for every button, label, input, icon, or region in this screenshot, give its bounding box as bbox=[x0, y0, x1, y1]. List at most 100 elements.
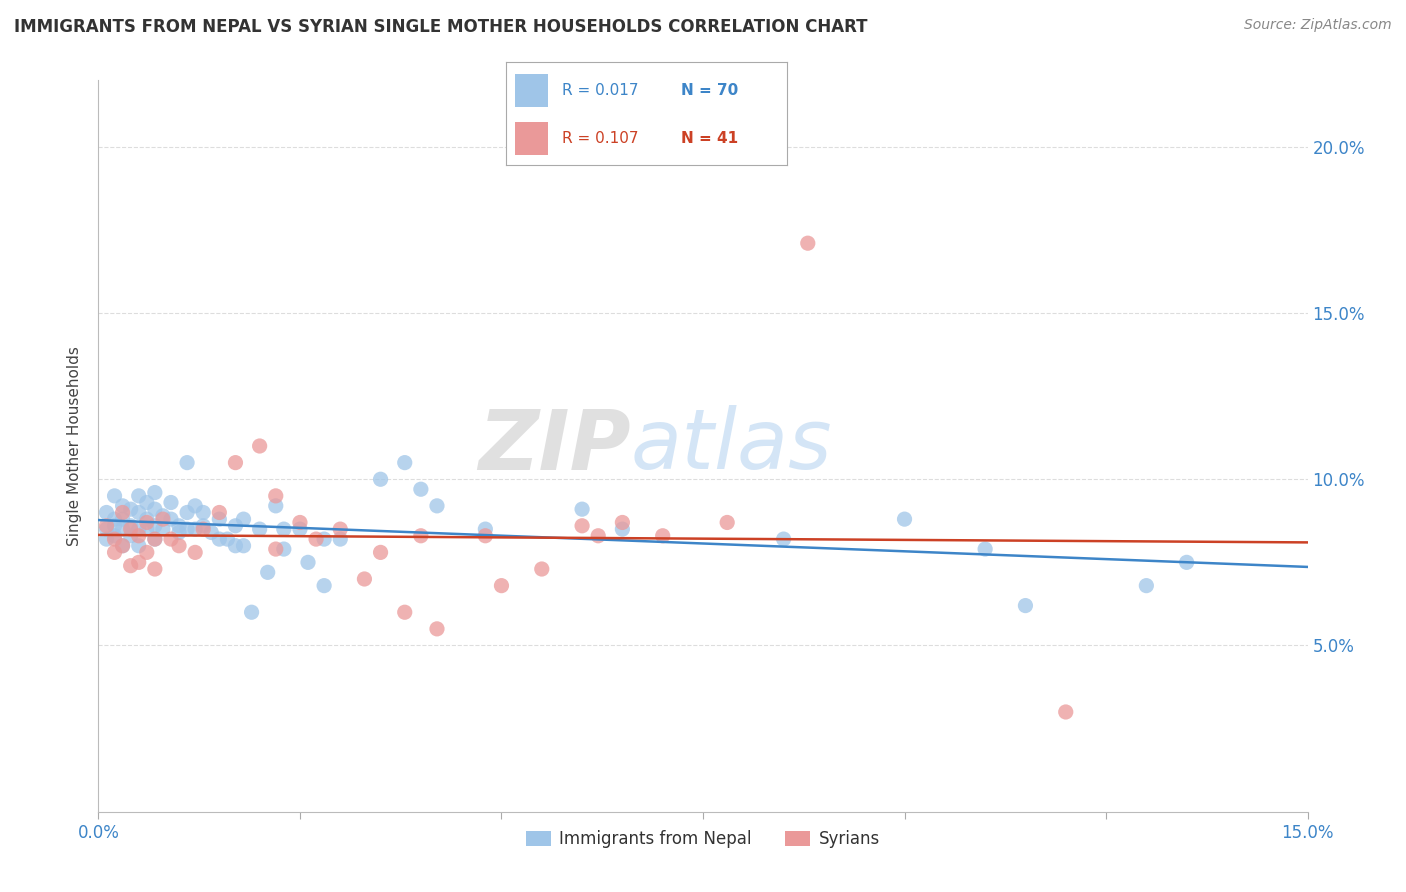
Point bbox=[394, 456, 416, 470]
Point bbox=[96, 518, 118, 533]
Point bbox=[184, 545, 207, 559]
Point bbox=[128, 539, 150, 553]
Point bbox=[288, 516, 311, 530]
Text: ZIP: ZIP bbox=[478, 406, 630, 486]
Point bbox=[128, 506, 150, 520]
Point bbox=[120, 529, 142, 543]
Point bbox=[135, 522, 157, 536]
Point bbox=[128, 489, 150, 503]
Text: R = 0.107: R = 0.107 bbox=[562, 131, 638, 146]
Text: R = 0.017: R = 0.017 bbox=[562, 83, 638, 97]
Point bbox=[103, 545, 125, 559]
Point bbox=[184, 499, 207, 513]
Point bbox=[193, 518, 215, 533]
Point bbox=[200, 525, 222, 540]
Point bbox=[1135, 579, 1157, 593]
Point bbox=[1175, 555, 1198, 569]
Point bbox=[530, 562, 553, 576]
Text: atlas: atlas bbox=[630, 406, 832, 486]
Point bbox=[797, 236, 820, 251]
Point bbox=[249, 439, 271, 453]
Point bbox=[135, 495, 157, 509]
Point bbox=[135, 516, 157, 530]
Point bbox=[128, 522, 150, 536]
Point bbox=[103, 518, 125, 533]
Point bbox=[224, 456, 246, 470]
Point bbox=[571, 518, 593, 533]
Point bbox=[249, 522, 271, 536]
Point bbox=[264, 499, 287, 513]
Point bbox=[176, 456, 198, 470]
Point bbox=[586, 529, 609, 543]
Point bbox=[111, 512, 134, 526]
Point bbox=[193, 506, 215, 520]
Point bbox=[103, 532, 125, 546]
Point bbox=[120, 518, 142, 533]
Point bbox=[893, 512, 915, 526]
Point bbox=[264, 542, 287, 557]
Point bbox=[111, 499, 134, 513]
Point bbox=[143, 562, 166, 576]
Point bbox=[208, 512, 231, 526]
Point bbox=[370, 545, 392, 559]
Bar bbox=[515, 74, 548, 106]
Text: N = 70: N = 70 bbox=[681, 83, 738, 97]
Point bbox=[305, 532, 328, 546]
Point bbox=[329, 522, 352, 536]
Point bbox=[152, 508, 174, 523]
Point bbox=[135, 545, 157, 559]
Point bbox=[409, 482, 432, 496]
Point bbox=[143, 532, 166, 546]
Point bbox=[240, 605, 263, 619]
Point bbox=[96, 532, 118, 546]
Point bbox=[176, 522, 198, 536]
Point bbox=[208, 532, 231, 546]
Y-axis label: Single Mother Households: Single Mother Households bbox=[67, 346, 83, 546]
Point bbox=[193, 522, 215, 536]
Point bbox=[111, 539, 134, 553]
Text: IMMIGRANTS FROM NEPAL VS SYRIAN SINGLE MOTHER HOUSEHOLDS CORRELATION CHART: IMMIGRANTS FROM NEPAL VS SYRIAN SINGLE M… bbox=[14, 18, 868, 36]
Point bbox=[167, 525, 190, 540]
Point bbox=[256, 566, 278, 580]
Point bbox=[120, 502, 142, 516]
Point bbox=[288, 522, 311, 536]
Point bbox=[329, 532, 352, 546]
Point bbox=[143, 532, 166, 546]
Point bbox=[160, 495, 183, 509]
Point bbox=[160, 512, 183, 526]
Point bbox=[128, 555, 150, 569]
Point bbox=[314, 579, 336, 593]
Point bbox=[224, 539, 246, 553]
Point bbox=[111, 539, 134, 553]
Point bbox=[103, 512, 125, 526]
Point bbox=[224, 518, 246, 533]
Point bbox=[111, 522, 134, 536]
Point bbox=[474, 522, 496, 536]
Point bbox=[474, 529, 496, 543]
Point bbox=[120, 558, 142, 573]
Point bbox=[120, 522, 142, 536]
Point bbox=[103, 489, 125, 503]
Point bbox=[353, 572, 375, 586]
Legend: Immigrants from Nepal, Syrians: Immigrants from Nepal, Syrians bbox=[519, 823, 887, 855]
Point bbox=[716, 516, 738, 530]
Point bbox=[96, 522, 118, 536]
Point bbox=[409, 529, 432, 543]
Point bbox=[314, 532, 336, 546]
Point bbox=[232, 512, 254, 526]
Point bbox=[273, 522, 295, 536]
Text: N = 41: N = 41 bbox=[681, 131, 738, 146]
Point bbox=[394, 605, 416, 619]
Point bbox=[273, 542, 295, 557]
Point bbox=[370, 472, 392, 486]
Point bbox=[772, 532, 794, 546]
Point bbox=[1014, 599, 1036, 613]
Point bbox=[143, 485, 166, 500]
Point bbox=[167, 518, 190, 533]
Point bbox=[103, 529, 125, 543]
Point bbox=[426, 622, 449, 636]
Point bbox=[135, 512, 157, 526]
Point bbox=[217, 532, 239, 546]
Point bbox=[426, 499, 449, 513]
Point bbox=[571, 502, 593, 516]
